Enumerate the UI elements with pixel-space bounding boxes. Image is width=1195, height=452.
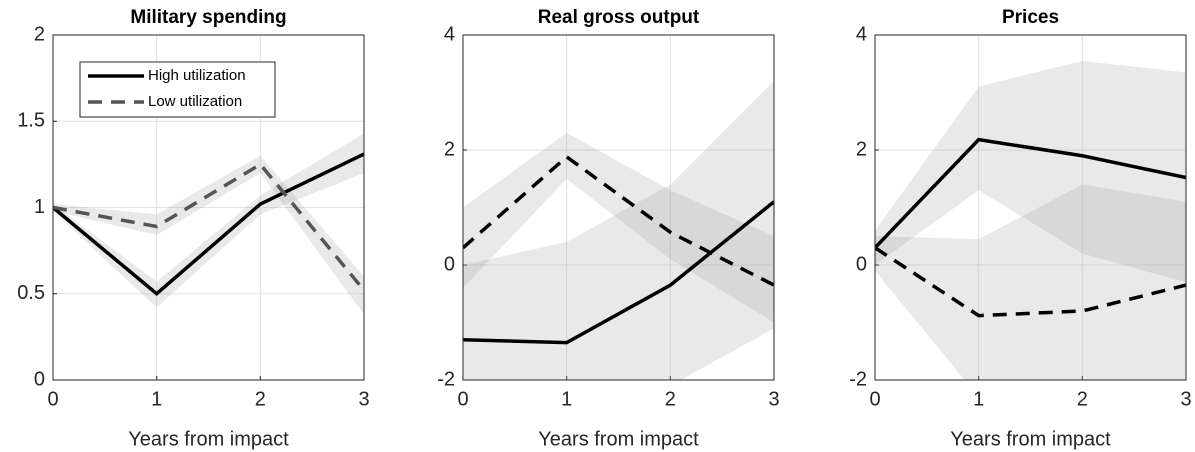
line (463, 200, 774, 345)
x-tick-label: 3 (768, 388, 779, 410)
x-tick-label: 0 (47, 388, 58, 410)
y-tick-label: 4 (444, 23, 455, 45)
legend-box (79, 61, 276, 118)
confidence-band (875, 60, 1186, 283)
y-tick-label: 1.5 (17, 110, 45, 132)
axes-box (52, 34, 365, 381)
x-tick-label: 2 (255, 388, 266, 410)
confidence-band (53, 133, 364, 308)
plot-area (53, 133, 364, 315)
y-tick-label: 0 (856, 253, 867, 275)
x-tick-label: 0 (457, 388, 468, 410)
panel-title: Military spending (130, 7, 286, 28)
y-tick-label: 4 (856, 23, 867, 45)
y-tick-label: 2 (856, 138, 867, 160)
line (53, 152, 364, 297)
x-tick-label: 2 (665, 388, 676, 410)
x-axis-label: Years from impact (950, 428, 1111, 450)
x-tick-label: 1 (151, 388, 162, 410)
y-tick-label: 1 (34, 196, 45, 218)
confidence-band (875, 184, 1186, 380)
x-axis-label: Years from impact (538, 428, 699, 450)
x-tick-label: 1 (561, 388, 572, 410)
plot-area (875, 60, 1186, 380)
axes-box (874, 34, 1187, 381)
plot-area (463, 81, 774, 380)
legend-label: High utilization (148, 67, 246, 84)
y-tick-label: -2 (437, 368, 455, 390)
line (875, 246, 1186, 318)
y-tick-label: 0.5 (17, 282, 45, 304)
x-axis-label: Years from impact (128, 428, 289, 450)
legend-label: Low utilization (148, 93, 242, 110)
y-tick-label: 0 (34, 368, 45, 390)
panel-title: Real gross output (538, 7, 700, 28)
panel: Military spending Years from impact 0 0.5 1 1… (17, 7, 369, 450)
line (875, 137, 1186, 249)
x-tick-label: 1 (973, 388, 984, 410)
line (53, 162, 364, 292)
y-tick-label: 2 (34, 23, 45, 45)
y-tick-label: 0 (444, 253, 455, 275)
axes-box (462, 34, 775, 381)
confidence-band (463, 81, 774, 380)
x-tick-label: 3 (1180, 388, 1191, 410)
x-tick-label: 3 (358, 388, 369, 410)
line (463, 154, 774, 287)
x-tick-label: 2 (1077, 388, 1088, 410)
y-tick-label: -2 (849, 368, 867, 390)
y-tick-label: 2 (444, 138, 455, 160)
panel-title: Prices (1002, 7, 1059, 28)
x-tick-label: 0 (869, 388, 880, 410)
